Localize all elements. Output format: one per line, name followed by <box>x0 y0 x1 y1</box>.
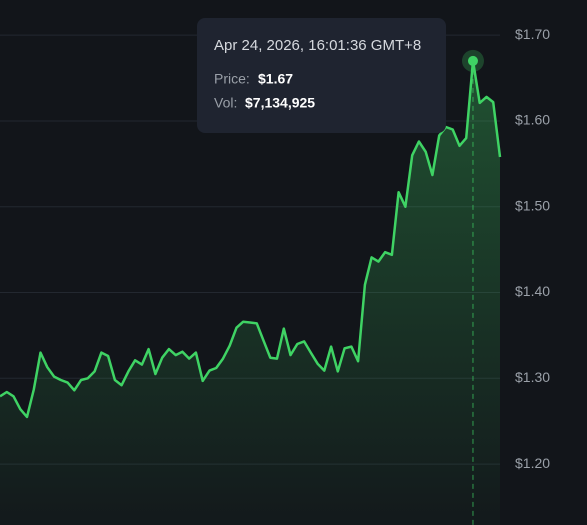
y-tick-label: $1.50 <box>515 197 550 213</box>
tooltip-vol-label: Vol: <box>214 95 237 111</box>
y-tick-label: $1.70 <box>515 26 550 42</box>
tooltip-price-label: Price: <box>214 71 250 87</box>
price-line <box>0 59 502 419</box>
tooltip: Apr 24, 2026, 16:01:36 GMT+8 Price: $1.6… <box>197 18 446 133</box>
highlight-point <box>467 55 478 66</box>
y-tick-label: $1.30 <box>515 369 550 385</box>
plot <box>0 49 502 525</box>
tooltip-date: Apr 24, 2026, 16:01:36 GMT+8 <box>214 37 421 54</box>
tooltip-box <box>197 18 446 133</box>
tooltip-price: $1.67 <box>258 71 293 87</box>
grid: $1.20 $1.30 $1.40 $1.50 $1.60 $1.70 <box>0 26 550 471</box>
y-tick-label: $1.60 <box>515 112 550 128</box>
tooltip-vol: $7,134,925 <box>245 95 315 111</box>
y-tick-label: $1.40 <box>515 283 550 299</box>
area <box>0 60 500 525</box>
y-tick-label: $1.20 <box>515 455 550 471</box>
